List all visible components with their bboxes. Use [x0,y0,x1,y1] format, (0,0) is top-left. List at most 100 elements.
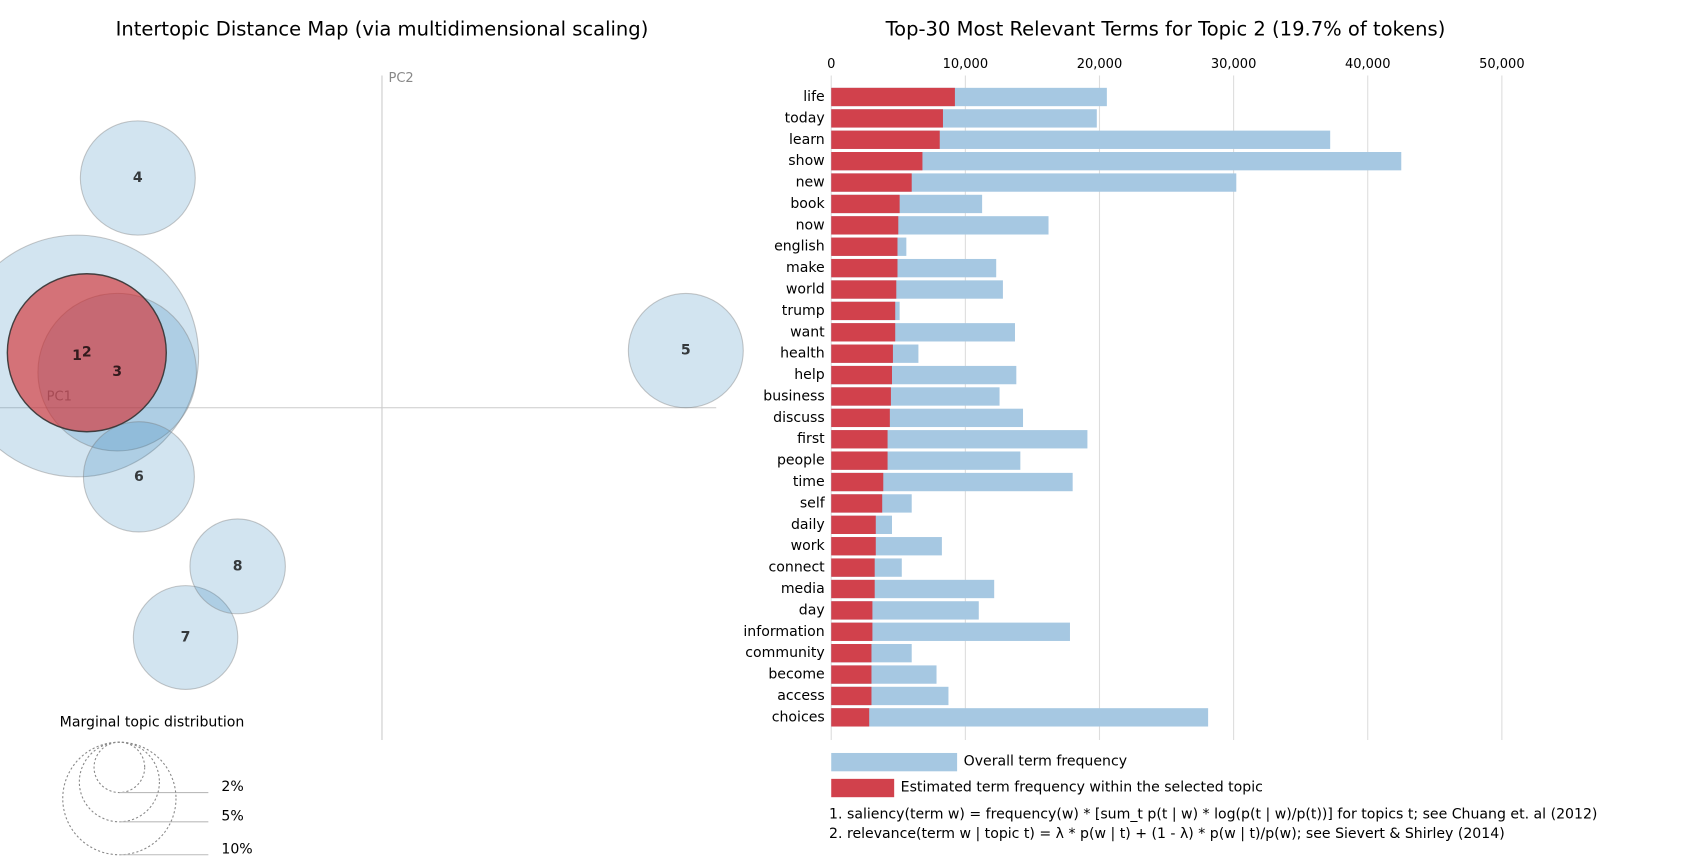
term-label: choices [772,709,825,725]
size-legend-circle [93,741,146,794]
topic-bubble [6,273,167,433]
term-label: world [786,282,825,298]
term-label: first [797,431,825,447]
bar [831,194,900,214]
bar [831,152,923,171]
term-label: health [780,346,825,362]
bar [831,173,1237,192]
bar [831,601,873,620]
term-label: book [790,196,825,212]
bar [831,408,890,428]
bar [831,558,875,577]
term-label: information [743,624,824,640]
y-axis-label: PC2 [388,71,413,86]
bar [831,622,1070,641]
term-label: community [745,645,824,661]
bar [831,216,899,235]
term-label: access [777,688,824,704]
bar [831,344,893,363]
bar-title: Top-30 Most Relevant Terms for Topic 2 (… [885,18,1446,41]
term-label: trump [782,303,825,319]
topic-label: 8 [233,558,243,574]
term-label: discuss [773,410,825,426]
term-label: new [796,175,825,191]
x-tick-label: 0 [827,57,835,72]
bar [831,472,1073,492]
term-label: day [799,602,825,618]
bar [831,323,896,342]
x-tick-label: 30,000 [1211,57,1257,72]
bar [831,280,897,299]
bar [831,237,898,256]
x-tick-label: 20,000 [1077,57,1123,72]
bar [831,130,940,149]
topic-label: 2 [82,345,92,361]
term-label: english [774,239,825,255]
size-legend-label: 5% [221,808,243,824]
bar [831,665,872,684]
bar [831,87,955,107]
x-tick-label: 50,000 [1479,57,1525,72]
term-label: business [763,389,824,405]
bar [831,644,872,663]
bar [831,387,891,406]
topic-label: 6 [134,469,144,485]
bar [831,515,876,534]
bar [831,537,876,556]
term-label: connect [769,560,826,576]
term-label: want [790,324,825,340]
topic-bubble [82,421,195,533]
footnote: 2. relevance(term w | topic t) = λ * p(w… [829,826,1505,842]
topic-label: 1 [72,348,82,364]
size-legend-circle [78,741,160,823]
bar [831,258,898,278]
bar [831,130,1331,149]
topic-label: 4 [133,170,143,186]
size-legend-title: Marginal topic distribution [60,715,245,731]
bar [831,494,883,513]
bar [831,451,888,470]
x-tick-label: 40,000 [1345,57,1391,72]
size-legend-circle [62,741,177,856]
term-label: become [768,667,824,683]
bar [831,686,872,706]
topic-label: 5 [681,343,691,359]
term-label: life [803,89,824,105]
term-label: learn [789,132,825,148]
size-legend-label: 10% [221,841,252,857]
bar [831,472,884,492]
bar [831,708,870,727]
bar [831,430,888,449]
term-label: now [796,217,825,233]
bar [831,109,943,128]
topic-bubble [79,120,196,236]
topic-label: 7 [181,630,191,646]
bar [831,173,912,192]
term-label: make [786,260,825,276]
bar [831,152,1402,171]
bar [831,301,896,321]
map-title: Intertopic Distance Map (via multidimens… [116,18,649,41]
legend-swatch [831,752,958,772]
term-label: self [800,495,826,511]
legend-label: Overall term frequency [964,754,1127,770]
bar [831,579,875,599]
bar [831,430,1088,449]
term-label: help [794,367,825,383]
bar [831,708,1209,727]
legend-swatch [831,778,895,798]
size-legend-label: 2% [221,779,243,795]
footnote: 1. saliency(term w) = frequency(w) * [su… [829,806,1597,822]
legend-label: Estimated term frequency within the sele… [901,780,1263,796]
topic-label: 3 [112,364,122,380]
term-label: people [777,453,825,469]
term-label: media [781,581,825,597]
term-label: work [791,538,826,554]
term-label: show [788,153,824,169]
term-label: daily [791,517,825,533]
bar [831,622,873,641]
topic-bubble [627,292,744,409]
topic-bubble [132,585,239,690]
